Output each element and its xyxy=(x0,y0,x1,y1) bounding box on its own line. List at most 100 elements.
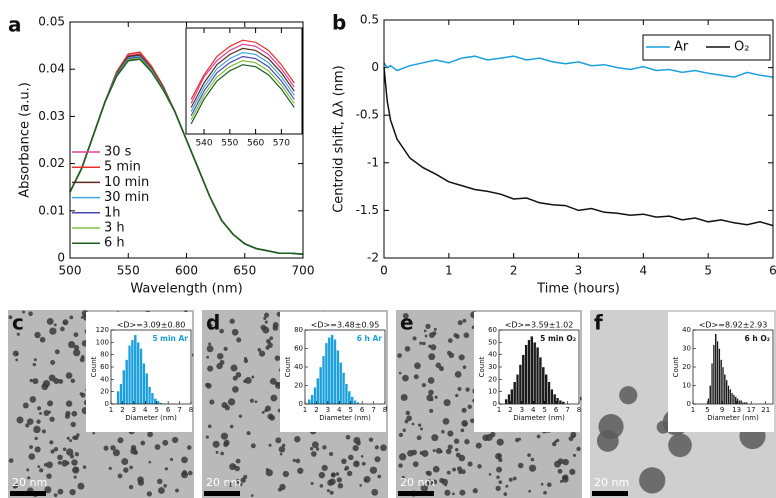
particle xyxy=(412,336,417,341)
particle xyxy=(329,490,334,495)
histogram-bar xyxy=(535,347,540,405)
particle xyxy=(433,327,437,331)
particle xyxy=(528,489,532,493)
particle xyxy=(432,449,436,453)
particle xyxy=(445,448,452,455)
particle xyxy=(639,467,666,494)
x-tick-label: 2 xyxy=(120,406,124,414)
histogram-bar xyxy=(729,389,732,405)
histogram-bar xyxy=(723,374,726,405)
particle xyxy=(257,348,262,352)
plot-frame xyxy=(383,19,774,259)
x-tick-label: 5 xyxy=(704,264,712,278)
particle xyxy=(272,325,279,331)
particle xyxy=(108,466,112,470)
particle xyxy=(27,476,31,480)
particle xyxy=(426,394,434,402)
particle xyxy=(412,461,419,468)
particle xyxy=(46,461,53,469)
particle xyxy=(482,434,489,442)
particle xyxy=(326,489,331,493)
series-line xyxy=(190,55,295,116)
legend-label: O₂ xyxy=(734,40,749,55)
y-tick-label: 10 xyxy=(682,382,691,390)
x-tick-label: 3 xyxy=(520,406,524,414)
particle xyxy=(15,358,19,362)
histogram-bar xyxy=(313,387,317,405)
particle xyxy=(215,450,219,454)
scale-bar-label: 20 nm xyxy=(206,476,241,489)
histogram-title: <D>=3.09±0.80 xyxy=(117,321,186,330)
particle xyxy=(318,471,326,479)
particle xyxy=(453,333,458,338)
x-tick-label: 4 xyxy=(531,406,536,414)
histogram-bar xyxy=(518,364,523,405)
particle xyxy=(32,362,36,367)
particle xyxy=(455,452,461,458)
particle xyxy=(235,458,241,464)
histogram-bar xyxy=(727,385,730,405)
panel-label: d xyxy=(206,311,220,335)
particle xyxy=(61,459,69,467)
particle xyxy=(50,449,55,454)
x-axis-label: Diameter (nm) xyxy=(513,414,565,422)
x-tick-label: 4 xyxy=(143,406,148,414)
particle xyxy=(414,362,421,370)
histogram-bar xyxy=(127,345,132,405)
particle xyxy=(236,337,242,343)
particle xyxy=(540,482,544,486)
y-tick-label: 0 xyxy=(687,400,691,408)
series-line xyxy=(190,47,295,108)
particle xyxy=(36,419,41,424)
histogram-bar xyxy=(310,394,314,405)
particle xyxy=(156,478,163,485)
y-tick-label: -1.5 xyxy=(356,203,379,217)
particle xyxy=(452,492,455,496)
histogram-bar xyxy=(136,342,140,405)
particle xyxy=(264,405,271,412)
particle xyxy=(344,465,350,471)
y-tick-label: 0 xyxy=(57,251,65,265)
particle xyxy=(398,463,403,468)
particle xyxy=(454,371,462,378)
particle xyxy=(269,378,277,385)
particle xyxy=(58,378,64,384)
scale-bar xyxy=(204,491,240,496)
particle xyxy=(498,480,503,484)
particle xyxy=(73,349,81,357)
panel-label: f xyxy=(594,311,603,335)
histogram-bar xyxy=(513,381,517,405)
particle xyxy=(234,465,240,472)
particle xyxy=(82,465,87,469)
particle xyxy=(424,334,428,338)
x-tick-label: 2 xyxy=(510,264,518,278)
particle xyxy=(447,444,453,450)
particle xyxy=(146,491,153,497)
particle xyxy=(551,441,557,447)
particle xyxy=(65,400,73,407)
x-tick-label: 700 xyxy=(292,264,315,278)
particle xyxy=(73,344,80,351)
particle xyxy=(374,456,381,463)
particle xyxy=(76,433,80,437)
particle xyxy=(175,488,179,493)
particle xyxy=(546,482,552,488)
particle xyxy=(71,410,78,417)
particle xyxy=(250,494,254,497)
particle xyxy=(188,470,193,476)
histogram-bar xyxy=(139,348,143,405)
histogram-annotation: 6 h Ar xyxy=(357,334,383,343)
particle xyxy=(438,365,444,372)
particle xyxy=(57,460,62,465)
particle xyxy=(446,470,451,475)
particle xyxy=(294,436,301,443)
particle xyxy=(426,470,432,477)
particle xyxy=(250,443,256,449)
particle xyxy=(442,418,450,425)
x-tick-label: 2 xyxy=(508,406,512,414)
x-tick-label: 8 xyxy=(189,406,193,414)
particle xyxy=(235,372,242,378)
particle xyxy=(279,452,283,456)
y-tick-label: 20 xyxy=(488,375,497,383)
particle xyxy=(292,458,296,463)
